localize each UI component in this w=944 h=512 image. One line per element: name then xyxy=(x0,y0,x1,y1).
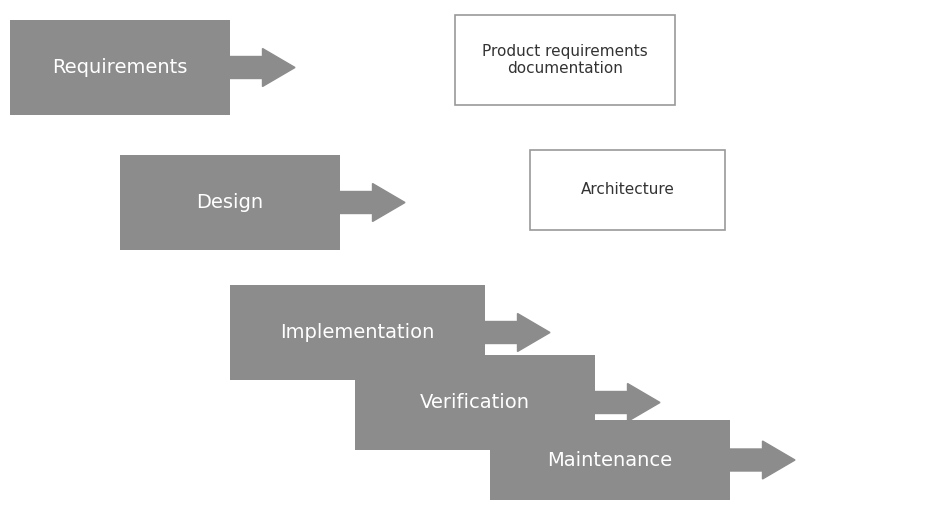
Text: Product requirements
documentation: Product requirements documentation xyxy=(481,44,648,76)
Polygon shape xyxy=(340,183,405,222)
Text: Architecture: Architecture xyxy=(580,182,674,198)
Bar xyxy=(120,155,340,250)
Text: Design: Design xyxy=(196,193,263,212)
Bar xyxy=(490,420,729,500)
Bar xyxy=(10,20,229,115)
Text: Maintenance: Maintenance xyxy=(547,451,672,470)
Text: Implementation: Implementation xyxy=(280,323,434,342)
Bar xyxy=(454,15,674,105)
Bar xyxy=(355,355,595,450)
Text: Requirements: Requirements xyxy=(52,58,188,77)
Bar xyxy=(229,285,484,380)
Polygon shape xyxy=(229,49,295,87)
Polygon shape xyxy=(729,441,794,479)
Bar xyxy=(530,150,724,230)
Polygon shape xyxy=(484,313,549,352)
Text: Verification: Verification xyxy=(419,393,530,412)
Polygon shape xyxy=(595,383,659,421)
